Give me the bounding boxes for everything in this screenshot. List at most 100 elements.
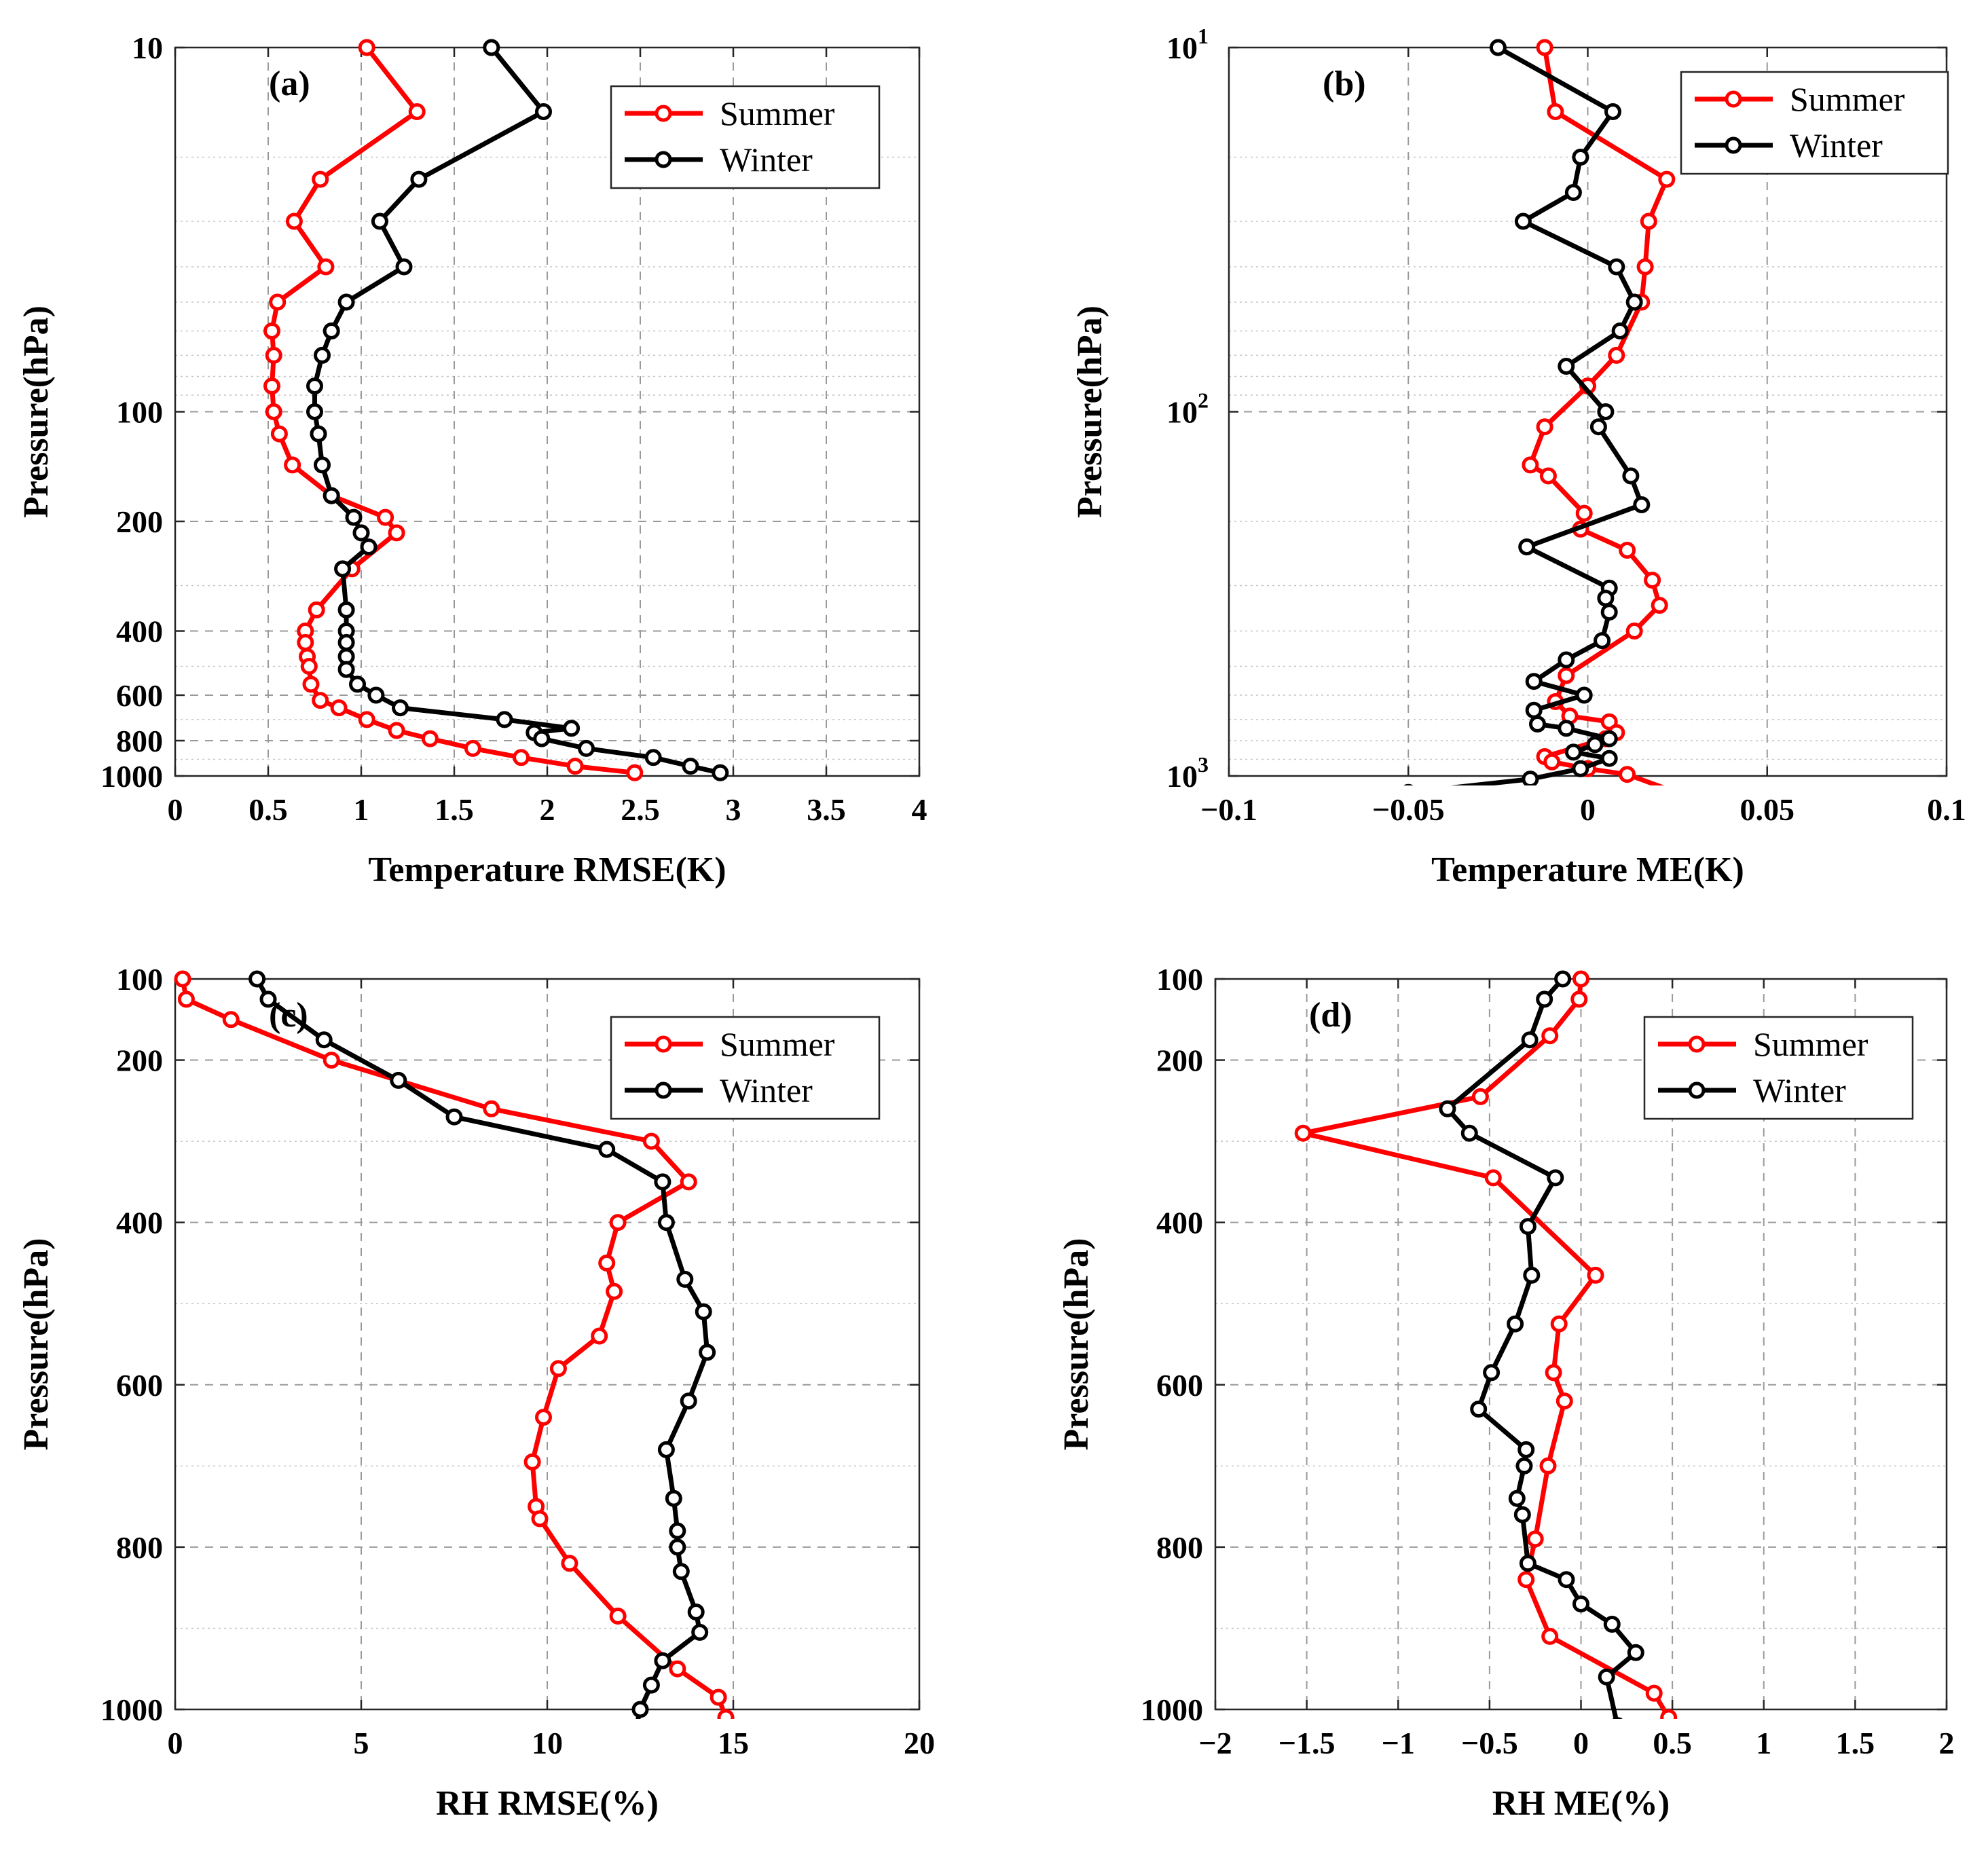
panel-label: (b) [1323, 64, 1366, 103]
y-tick-label: 100 [1156, 962, 1203, 997]
data-point-summer [701, 1743, 714, 1757]
data-point-winter [533, 730, 551, 747]
data-point-winter [691, 1623, 709, 1641]
data-point-winter [1625, 293, 1643, 311]
x-tick-label: 0 [168, 792, 183, 827]
data-point-winter [1600, 749, 1618, 767]
y-tick-label: 600 [116, 678, 163, 713]
data-point-winter [669, 1522, 686, 1540]
data-point-summer [1526, 1530, 1544, 1548]
legend: Summer Winter [610, 1016, 881, 1120]
legend-label-summer: Summer [720, 94, 835, 132]
data-point-winter [598, 1141, 616, 1158]
data-point-summer [464, 739, 481, 757]
data-point-winter [535, 103, 552, 120]
x-axis-title: RH ME(%) [1492, 1784, 1670, 1823]
x-tick-label: 20 [904, 1726, 935, 1760]
data-point-winter [483, 39, 500, 56]
data-point-summer [297, 633, 314, 651]
panel-d: −2 −1.5 −1 −0.5 0 0.5 1 1.5 2 100 200 400 600 800 1000… [1057, 962, 1955, 1823]
data-point-winter [1611, 322, 1629, 339]
data-point-winter [315, 1031, 333, 1049]
y-axis-title: Pressure(hPa) [1057, 1238, 1096, 1451]
data-point-summer [285, 212, 303, 230]
panel-label: (a) [269, 64, 310, 103]
x-tick-label: 1 [1756, 1726, 1771, 1760]
data-point-summer [265, 346, 282, 364]
y-axis-title: Pressure(hPa) [17, 305, 56, 518]
data-point-summer [609, 1608, 627, 1625]
x-tick-label: 0.1 [1927, 792, 1966, 827]
y-tick-label: 200 [1156, 1043, 1203, 1078]
x-tick-label: 2.5 [621, 792, 660, 827]
data-point-winter [395, 258, 413, 276]
data-point-winter [642, 1676, 660, 1694]
data-point-summer [388, 524, 405, 542]
legend-marker-summer [655, 1035, 672, 1053]
data-point-winter [367, 686, 385, 704]
panel-b: −0.1 −0.05 0 0.05 0.1 101 102 103 Temperature ME… [1071, 24, 1966, 889]
legend: Summer Winter [1680, 71, 1949, 175]
data-point-winter [1536, 990, 1553, 1008]
data-point-summer [1636, 258, 1654, 276]
data-point-winter [337, 661, 355, 678]
data-point-winter [1572, 760, 1589, 777]
data-point-winter [1483, 1364, 1501, 1382]
y-tick-label: 400 [116, 1206, 163, 1240]
data-point-winter [496, 711, 513, 728]
data-point-summer [408, 103, 426, 120]
data-point-winter [631, 1701, 649, 1718]
data-point-winter [349, 675, 366, 693]
data-point-winter [1529, 716, 1546, 733]
legend-box [1643, 1016, 1914, 1120]
data-point-winter [1549, 792, 1562, 805]
data-point-summer [358, 39, 375, 56]
data-point-summer [710, 1688, 727, 1706]
data-point-summer [669, 1660, 686, 1678]
legend-label-winter: Winter [720, 141, 813, 179]
data-point-summer [269, 293, 287, 311]
data-point-winter [1470, 1401, 1488, 1418]
y-tick-label: 400 [1156, 1206, 1203, 1240]
data-point-summer [1629, 1752, 1642, 1765]
data-point-winter [360, 538, 378, 556]
x-tick-label: 5 [354, 1726, 369, 1760]
data-point-winter [1517, 1441, 1535, 1458]
data-point-summer [1556, 1392, 1573, 1410]
data-point-winter [323, 487, 340, 504]
data-point-summer [270, 425, 288, 443]
data-point-winter [314, 456, 331, 474]
data-point-winter [1525, 701, 1543, 719]
data-point-summer [1625, 623, 1643, 640]
y-tick-label: 800 [116, 724, 163, 758]
y-tick-label: 800 [1156, 1530, 1203, 1565]
data-point-winter [1519, 1555, 1536, 1572]
x-tick-label: 1 [354, 792, 369, 827]
legend-label-summer: Summer [720, 1025, 835, 1063]
data-point-summer [1660, 798, 1674, 812]
data-point-winter [657, 1214, 675, 1231]
y-axis-title: Pressure(hPa) [17, 1238, 56, 1451]
data-point-winter [563, 720, 581, 737]
legend-label-winter: Winter [1790, 126, 1883, 164]
data-point-winter [1572, 149, 1589, 166]
data-point-winter [1521, 1031, 1539, 1049]
legend-marker-summer [1688, 1035, 1706, 1053]
data-point-winter [248, 970, 266, 988]
data-point-summer [561, 1555, 578, 1572]
y-tick-label: 200 [116, 1043, 163, 1078]
data-point-winter [1523, 1266, 1541, 1284]
y-axis-title: Pressure(hPa) [1071, 305, 1109, 518]
data-point-winter [669, 1538, 686, 1556]
data-point-summer [483, 1100, 500, 1117]
data-point-winter [1558, 1571, 1575, 1589]
data-point-winter [1564, 184, 1582, 201]
x-tick-label: 1.5 [1836, 1726, 1875, 1760]
series-line-winter [1450, 45, 1644, 785]
data-point-winter [1558, 651, 1575, 669]
data-point-winter [1507, 1315, 1524, 1333]
data-point-winter [1554, 970, 1572, 988]
data-point-winter [314, 346, 331, 364]
data-point-winter [445, 1108, 463, 1126]
data-point-winter [306, 403, 323, 420]
